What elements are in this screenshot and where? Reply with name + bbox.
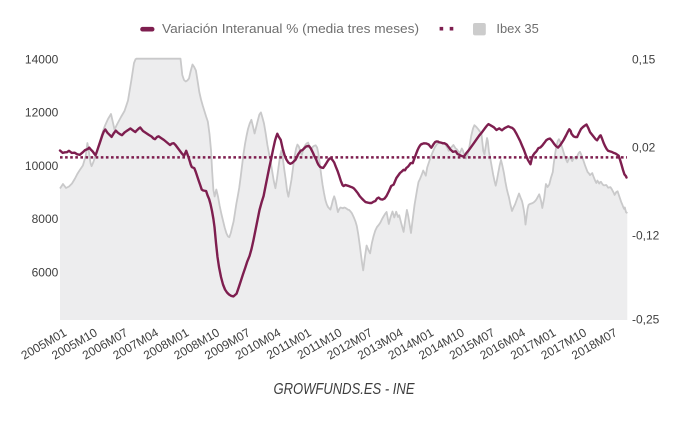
svg-text:-0,12: -0,12 — [632, 229, 660, 243]
svg-text:14000: 14000 — [25, 52, 59, 66]
svg-text:0,02: 0,02 — [632, 140, 656, 154]
svg-text:8000: 8000 — [32, 212, 59, 226]
svg-text:10000: 10000 — [25, 159, 59, 173]
svg-text:6000: 6000 — [32, 266, 59, 280]
svg-text:12000: 12000 — [25, 106, 59, 120]
svg-text:0,15: 0,15 — [632, 52, 656, 66]
svg-text:Variación Interanual % (media: Variación Interanual % (media tres meses… — [162, 22, 419, 36]
svg-text:Ibex 35: Ibex 35 — [496, 22, 538, 36]
svg-text:GROWFUNDS.ES - INE: GROWFUNDS.ES - INE — [274, 381, 415, 398]
svg-text:-0,25: -0,25 — [632, 313, 660, 327]
